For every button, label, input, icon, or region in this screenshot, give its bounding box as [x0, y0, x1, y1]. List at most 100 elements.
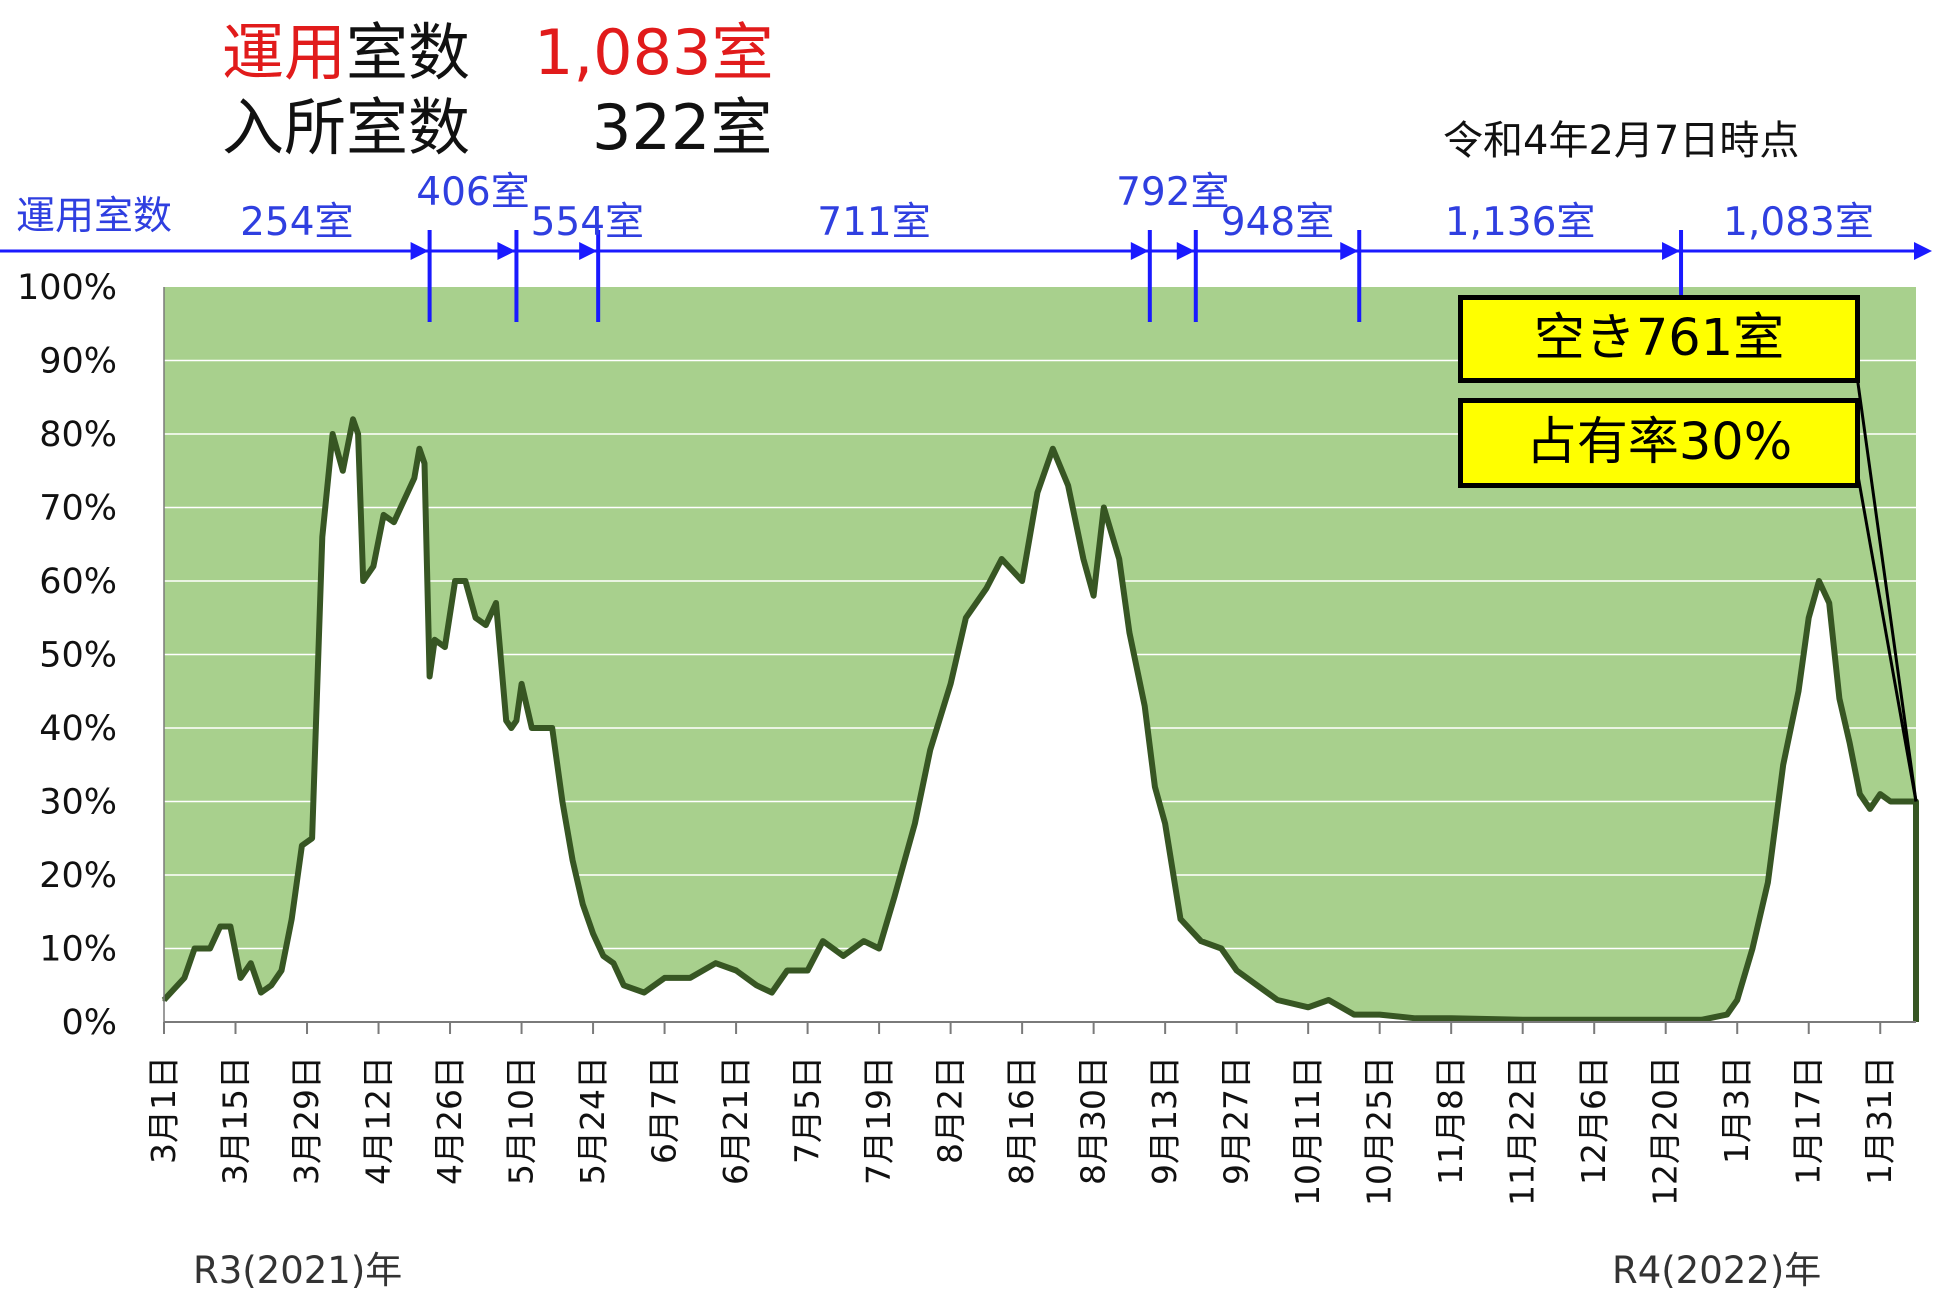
capacity-segment-label: 1,136室 — [1445, 200, 1596, 245]
y-tick-label: 40% — [39, 709, 117, 749]
data-point — [913, 822, 917, 825]
timeline-arrowhead — [410, 242, 429, 260]
data-point — [601, 954, 605, 958]
x-tick-label: 6月7日 — [645, 1056, 684, 1164]
data-point — [1378, 1013, 1382, 1017]
y-tick-label: 30% — [39, 783, 117, 823]
capacity-segment-label: 1,083室 — [1723, 200, 1874, 245]
data-point — [193, 947, 197, 950]
data-point — [862, 939, 866, 943]
capacity-segment-label: 948室 — [1221, 200, 1334, 245]
data-point — [402, 498, 406, 502]
data-point — [269, 983, 273, 987]
data-point — [239, 976, 243, 980]
data-point — [463, 579, 467, 583]
data-point — [1837, 697, 1841, 701]
x-tick-label: 3月1日 — [144, 1056, 183, 1164]
occupancy-leader-line — [1850, 441, 1918, 802]
x-tick-label: 1月17日 — [1789, 1056, 1828, 1185]
operating-suffix: 室数 — [346, 16, 471, 89]
capacity-segment-label: 254室 — [240, 200, 353, 245]
data-point — [1092, 594, 1096, 598]
data-point — [290, 917, 294, 921]
x-tick-label: 8月2日 — [931, 1056, 970, 1164]
y-tick-label: 70% — [39, 489, 117, 529]
data-point — [331, 432, 335, 436]
data-point — [1127, 631, 1131, 634]
y-tick-label: 10% — [39, 930, 117, 970]
data-point — [550, 726, 554, 730]
data-point — [530, 726, 534, 730]
data-point — [928, 748, 932, 752]
data-point — [392, 520, 396, 524]
data-point — [218, 925, 222, 928]
data-point — [1858, 792, 1862, 796]
occupied-rooms-label: 入所室数 — [222, 91, 471, 164]
data-point — [520, 682, 524, 686]
x-tick-label: 11月8日 — [1431, 1056, 1470, 1185]
data-point — [509, 726, 513, 730]
data-point — [514, 719, 518, 723]
data-point — [663, 976, 667, 980]
y-tick-label: 60% — [39, 562, 117, 602]
data-point — [571, 858, 575, 862]
data-point — [1592, 1018, 1596, 1022]
occupancy-rate-callout: 占有率30% — [1458, 398, 1860, 488]
capacity-segment-label: 406室 — [416, 170, 529, 215]
x-tick-label: 4月26日 — [430, 1056, 469, 1185]
y-tick-label: 100% — [17, 268, 117, 308]
timeline-arrowhead — [1340, 242, 1359, 260]
vacant-rooms-callout: 空き761室 — [1458, 295, 1860, 383]
x-tick-label: 9月27日 — [1217, 1056, 1256, 1185]
data-point — [1199, 939, 1203, 943]
y-tick-label: 80% — [39, 415, 117, 455]
data-point — [1878, 792, 1882, 796]
data-point — [1700, 1018, 1703, 1022]
x-tick-label: 7月19日 — [859, 1056, 898, 1185]
x-tick-label: 5月24日 — [573, 1056, 612, 1185]
data-point — [1276, 998, 1279, 1002]
data-point — [494, 601, 498, 605]
data-point — [433, 638, 437, 642]
data-point — [581, 902, 585, 906]
data-point — [1413, 1016, 1417, 1020]
x-tick-label: 12月20日 — [1646, 1056, 1685, 1206]
x-tick-label: 8月30日 — [1074, 1056, 1113, 1185]
data-point — [1735, 998, 1739, 1002]
data-point — [1255, 983, 1259, 987]
data-point — [417, 447, 421, 451]
data-point — [642, 991, 646, 995]
data-point — [622, 983, 626, 987]
data-point — [1102, 506, 1106, 509]
data-point — [423, 461, 426, 465]
data-point — [1725, 1013, 1729, 1017]
data-point — [474, 616, 478, 620]
x-tick-label: 10月25日 — [1360, 1056, 1399, 1206]
data-point — [249, 961, 253, 965]
x-tick-label: 6月21日 — [716, 1056, 755, 1185]
data-point — [1117, 557, 1121, 561]
data-point — [1868, 807, 1872, 811]
data-point — [280, 969, 283, 972]
operating-rooms-label: 運用室数 — [222, 22, 470, 84]
y-tick-label: 50% — [39, 636, 117, 676]
timeline-arrowhead — [1662, 242, 1681, 260]
data-point — [361, 579, 365, 583]
x-tick-label: 1月3日 — [1717, 1056, 1756, 1164]
data-point — [1051, 447, 1055, 451]
data-point — [734, 969, 738, 972]
data-point — [1781, 763, 1785, 767]
data-point — [356, 432, 360, 436]
data-point — [1766, 880, 1770, 884]
x-tick-label: 3月29日 — [287, 1056, 326, 1185]
timeline-arrowhead — [579, 242, 598, 260]
data-point — [351, 417, 355, 421]
data-point — [785, 969, 789, 972]
data-point — [770, 991, 774, 995]
x-tick-label: 7月5日 — [788, 1056, 827, 1164]
data-point — [612, 961, 615, 965]
data-point — [310, 836, 314, 840]
data-point — [1035, 491, 1039, 495]
data-point — [300, 844, 304, 848]
